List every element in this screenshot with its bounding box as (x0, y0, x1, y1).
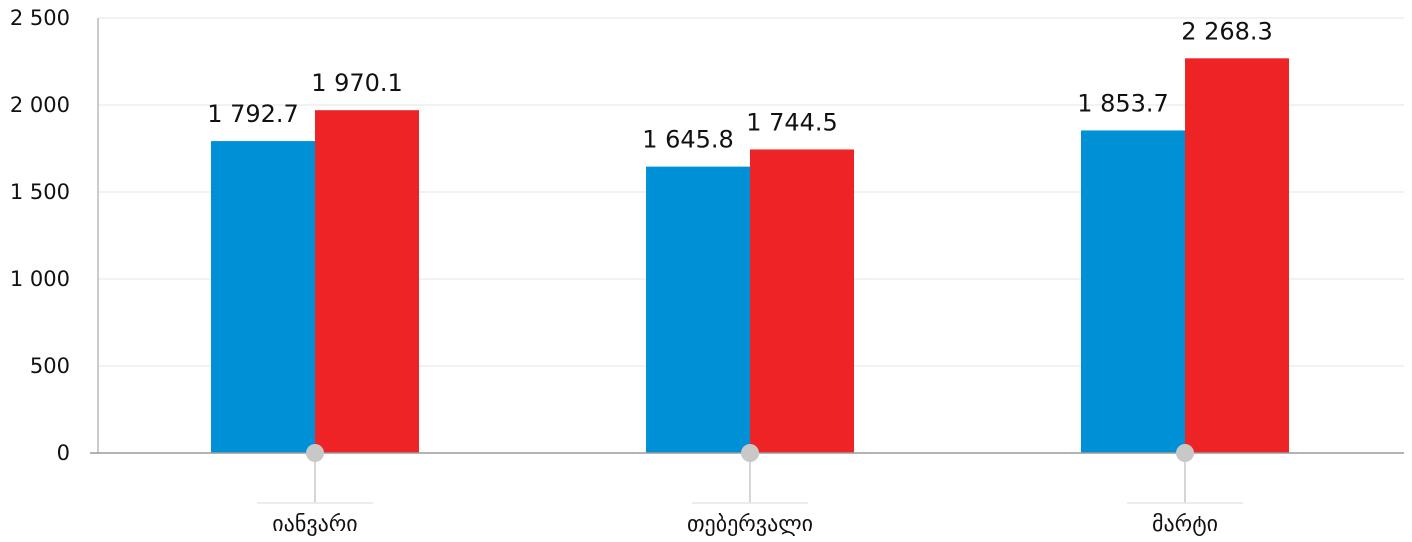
data-label: 1 744.5 (746, 108, 838, 136)
y-tick-label: 0 (57, 441, 70, 465)
category-marker (306, 444, 324, 462)
category-marker (1176, 444, 1194, 462)
y-tick-label: 1 500 (10, 180, 70, 204)
bar (1081, 130, 1185, 453)
x-tick-label: თებერვალი (687, 512, 813, 537)
bar (315, 110, 419, 453)
bar (1185, 58, 1289, 454)
y-tick-label: 500 (30, 354, 70, 378)
y-tick-label: 2 000 (10, 93, 70, 117)
bar (646, 166, 750, 453)
data-label: 2 268.3 (1181, 17, 1273, 45)
bar (750, 149, 854, 453)
y-tick-label: 1 000 (10, 267, 70, 291)
y-tick-label: 2 500 (10, 6, 70, 30)
data-label: 1 792.7 (207, 100, 299, 128)
x-tick-label: იანვარი (272, 512, 357, 537)
category-marker (741, 444, 759, 462)
data-label: 1 970.1 (311, 69, 403, 97)
data-label: 1 645.8 (642, 126, 734, 154)
bar (211, 141, 315, 454)
data-label: 1 853.7 (1077, 89, 1169, 117)
x-tick-label: მარტი (1152, 512, 1218, 537)
